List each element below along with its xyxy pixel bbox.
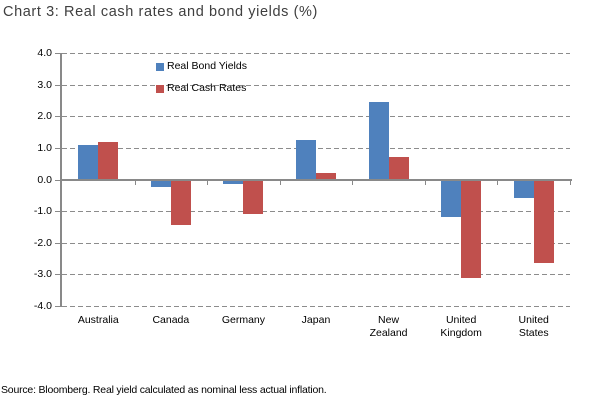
source-note: Source: Bloomberg. Real yield calculated… [1, 384, 327, 396]
bar-cash-rates [461, 179, 482, 278]
y-axis-tick [55, 306, 61, 307]
cash-rates-swatch-icon [156, 84, 164, 93]
bar-bond-yields [441, 179, 462, 218]
y-axis-tick [55, 84, 61, 86]
bond-yields-swatch-icon [156, 62, 164, 71]
legend-item-cash-rates: Real Cash Rates [156, 82, 247, 95]
y-axis-label: -3.0 [33, 268, 52, 281]
bar-bond-yields [513, 179, 534, 199]
x-axis-tick [279, 180, 281, 185]
bar-bond-yields [368, 102, 389, 180]
y-axis-tick [55, 211, 61, 213]
y-axis-tick [55, 242, 61, 244]
x-axis-tick [352, 180, 354, 185]
x-axis-tick [497, 180, 499, 185]
category-label: Japan [301, 314, 331, 326]
category-label: Germany [221, 314, 266, 326]
y-axis-tick [55, 179, 61, 181]
x-axis-tick [424, 180, 426, 185]
bar-bond-yields [223, 179, 244, 185]
plot-area [61, 53, 572, 307]
bar-cash-rates [388, 157, 409, 180]
legend-label: Real Bond Yields [167, 60, 247, 72]
y-axis-label: 3.0 [37, 78, 52, 91]
x-axis-zero-line [61, 178, 572, 181]
x-axis-tick [570, 180, 571, 185]
x-axis-tick [134, 180, 136, 185]
bar-cash-rates [243, 179, 264, 215]
gridline [62, 84, 570, 86]
y-axis-label: -2.0 [33, 236, 52, 249]
y-axis-tick [55, 116, 61, 118]
y-axis-tick [55, 147, 61, 149]
bar-cash-rates [316, 173, 336, 180]
legend: Real Bond Yields Real Cash Rates [156, 60, 247, 104]
y-axis-label: -1.0 [33, 205, 52, 218]
gridline [62, 211, 570, 213]
y-axis-label: -4.0 [33, 300, 52, 312]
y-axis-label: 2.0 [37, 110, 52, 123]
gridline [62, 274, 570, 276]
category-label: United Kingdom [440, 314, 482, 339]
category-label: Canada [152, 314, 190, 326]
y-axis-tick [55, 53, 61, 54]
category-label: New Zealand [369, 314, 408, 339]
bar-bond-yields [78, 144, 99, 180]
gridline [62, 306, 570, 307]
bar-bond-yields [150, 179, 171, 188]
y-axis-label: 0.0 [37, 173, 52, 186]
y-axis-label: 4.0 [37, 47, 52, 59]
y-axis-tick [55, 274, 61, 276]
category-label: Australia [77, 314, 119, 326]
gridline [62, 242, 570, 244]
bar-cash-rates [170, 179, 191, 226]
gridline [62, 147, 570, 149]
y-axis-label: 1.0 [37, 141, 52, 154]
chart-title: Chart 3: Real cash rates and bond yields… [3, 4, 318, 20]
bar-bond-yields [296, 139, 316, 180]
bar-cash-rates [98, 141, 119, 180]
category-label: United States [518, 314, 549, 339]
legend-label: Real Cash Rates [167, 82, 247, 94]
x-axis-tick [207, 180, 209, 185]
gridline [62, 116, 570, 118]
bar-cash-rates [533, 179, 554, 264]
legend-item-bond-yields: Real Bond Yields [156, 60, 247, 73]
gridline [62, 53, 570, 54]
